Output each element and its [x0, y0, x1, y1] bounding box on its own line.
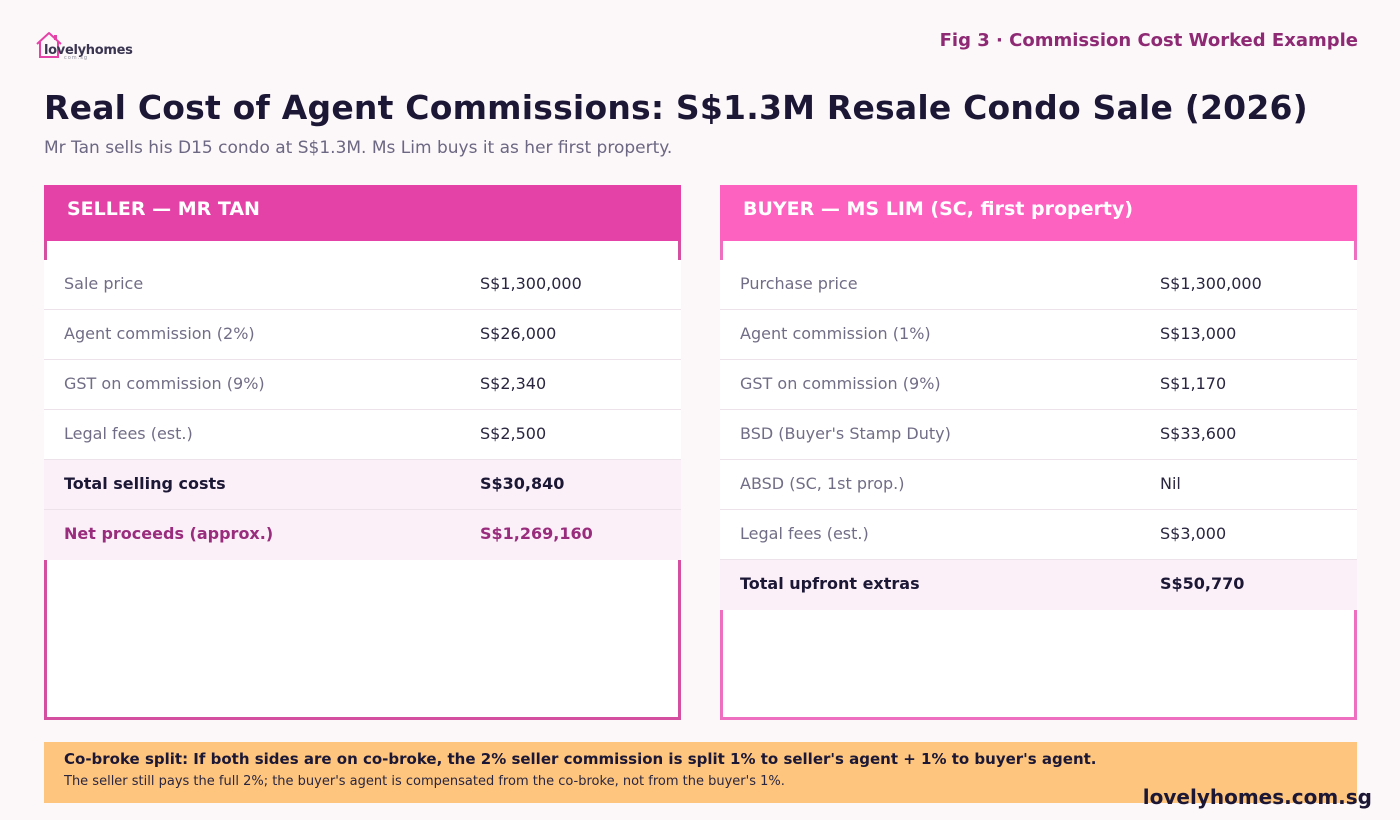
row-label: GST on commission (9%): [740, 374, 941, 393]
row-value: S$1,170: [1160, 374, 1227, 393]
note-sub-text: The seller still pays the full 2%; the b…: [64, 774, 785, 789]
table-row: ABSD (SC, 1st prop.) Nil: [720, 460, 1357, 510]
table-row: BSD (Buyer's Stamp Duty) S$33,600: [720, 410, 1357, 460]
total-row: Total upfront extras S$50,770: [720, 560, 1357, 610]
row-value: S$13,000: [1160, 324, 1237, 343]
row-value: Nil: [1160, 474, 1181, 493]
buyer-panel: BUYER — MS LIM (SC, first property) Purc…: [720, 185, 1357, 720]
page-title: Real Cost of Agent Commissions: S$1.3M R…: [44, 88, 1308, 127]
row-value: S$2,340: [480, 374, 547, 393]
row-value: S$1,300,000: [1160, 274, 1262, 293]
figure-label: Fig 3 · Commission Cost Worked Example: [939, 30, 1358, 51]
page-subtitle: Mr Tan sells his D15 condo at S$1.3M. Ms…: [44, 138, 673, 158]
table-row: Legal fees (est.) S$2,500: [44, 410, 681, 460]
seller-rows: Sale price S$1,300,000 Agent commission …: [44, 260, 681, 560]
row-value: S$2,500: [480, 424, 547, 443]
row-value: S$1,269,160: [480, 524, 593, 543]
row-label: Legal fees (est.): [740, 524, 869, 543]
buyer-heading: BUYER — MS LIM (SC, first property): [720, 185, 1357, 241]
row-value: S$33,600: [1160, 424, 1237, 443]
row-label: ABSD (SC, 1st prop.): [740, 474, 905, 493]
buyer-rows: Purchase price S$1,300,000 Agent commiss…: [720, 260, 1357, 610]
logo-subtext: com.sg: [64, 55, 89, 61]
table-row: Agent commission (2%) S$26,000: [44, 310, 681, 360]
table-row: Sale price S$1,300,000: [44, 260, 681, 310]
row-label: Purchase price: [740, 274, 858, 293]
total-row: Total selling costs S$30,840: [44, 460, 681, 510]
table-row: Purchase price S$1,300,000: [720, 260, 1357, 310]
row-label: Agent commission (1%): [740, 324, 931, 343]
row-label: Legal fees (est.): [64, 424, 193, 443]
row-value: S$3,000: [1160, 524, 1227, 543]
note-main-text: Co-broke split: If both sides are on co-…: [64, 750, 1097, 768]
table-row: Agent commission (1%) S$13,000: [720, 310, 1357, 360]
site-url: lovelyhomes.com.sg: [1142, 785, 1372, 809]
row-label: Total upfront extras: [740, 574, 920, 593]
row-label: GST on commission (9%): [64, 374, 265, 393]
row-value: S$26,000: [480, 324, 557, 343]
table-row: Legal fees (est.) S$3,000: [720, 510, 1357, 560]
house-icon: [36, 32, 62, 58]
row-label: Net proceeds (approx.): [64, 524, 274, 543]
row-value: S$30,840: [480, 474, 565, 493]
row-label: Sale price: [64, 274, 144, 293]
row-label: Agent commission (2%): [64, 324, 255, 343]
table-row: GST on commission (9%) S$1,170: [720, 360, 1357, 410]
logo: lovelyhomes: [34, 30, 133, 60]
row-value: S$1,300,000: [480, 274, 582, 293]
table-row: GST on commission (9%) S$2,340: [44, 360, 681, 410]
logo-text: lovelyhomes: [44, 43, 133, 58]
row-value: S$50,770: [1160, 574, 1245, 593]
net-proceeds-row: Net proceeds (approx.) S$1,269,160: [44, 510, 681, 560]
seller-panel: SELLER — MR TAN Sale price S$1,300,000 A…: [44, 185, 681, 720]
seller-heading: SELLER — MR TAN: [44, 185, 681, 241]
row-label: BSD (Buyer's Stamp Duty): [740, 424, 951, 443]
co-broke-note: Co-broke split: If both sides are on co-…: [44, 742, 1357, 803]
row-label: Total selling costs: [64, 474, 226, 493]
